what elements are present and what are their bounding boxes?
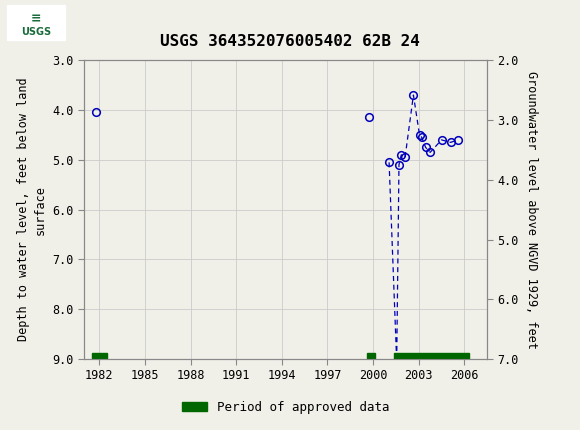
Bar	[92, 353, 107, 359]
Legend: Period of approved data: Period of approved data	[177, 396, 394, 418]
Text: USGS 364352076005402 62B 24: USGS 364352076005402 62B 24	[160, 34, 420, 49]
Text: ≡: ≡	[31, 12, 41, 25]
Bar	[394, 353, 469, 359]
FancyBboxPatch shape	[7, 6, 65, 40]
Text: USGS: USGS	[21, 27, 51, 37]
Bar	[367, 353, 375, 359]
Y-axis label: Depth to water level, feet below land
surface: Depth to water level, feet below land su…	[17, 78, 47, 341]
Y-axis label: Groundwater level above NGVD 1929, feet: Groundwater level above NGVD 1929, feet	[524, 71, 538, 349]
